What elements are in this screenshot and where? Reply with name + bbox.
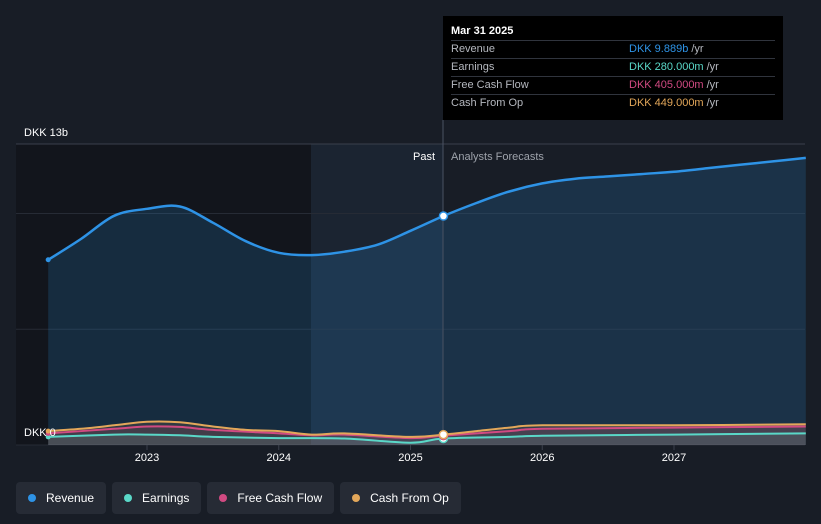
free-cash-flow-line <box>48 425 806 440</box>
x-tick-label: 2024 <box>267 452 291 464</box>
x-axis-ticks: 2023 2024 2025 2026 2027 <box>135 445 686 464</box>
cash-from-op-highlight-point[interactable] <box>438 429 449 440</box>
tooltip-unit: /yr <box>706 79 719 91</box>
x-tick-label: 2025 <box>398 452 422 464</box>
tooltip-unit: /yr <box>706 61 719 73</box>
cash-from-op-start-point <box>45 428 51 434</box>
y-axis-bottom-label: DKK 0 <box>24 427 56 439</box>
past-shade-region <box>16 144 311 445</box>
tooltip-value: DKK 9.889b <box>629 43 689 55</box>
legend-label: Earnings <box>142 491 190 505</box>
free-cash-flow-dot-icon <box>219 494 228 502</box>
x-tick-label: 2026 <box>530 452 554 464</box>
x-tick-label: 2027 <box>662 452 686 464</box>
cash-from-op-line <box>48 420 806 438</box>
tooltip: Mar 31 2025 Revenue DKK 9.889b /yr Earni… <box>443 16 783 120</box>
earnings-area-fill <box>48 433 806 445</box>
tooltip-value: DKK 405.000m <box>629 79 704 91</box>
legend-item-earnings[interactable]: Earnings <box>112 482 202 514</box>
tooltip-value: DKK 449.000m <box>629 97 704 109</box>
y-axis-top-label: DKK 13b <box>24 127 68 139</box>
free-cash-flow-area-fill <box>48 426 806 445</box>
tooltip-row-cash-from-op: Cash From Op DKK 449.000m /yr <box>451 94 775 112</box>
series-lines <box>47 156 806 444</box>
tooltip-label: Earnings <box>451 61 495 73</box>
x-tick-label: 2023 <box>135 452 159 464</box>
tooltip-date: Mar 31 2025 <box>451 25 514 37</box>
revenue-line <box>47 156 806 261</box>
forecast-label: Analysts Forecasts <box>451 151 544 163</box>
tooltip-unit: /yr <box>706 97 719 109</box>
cash-from-op-dot-icon <box>352 494 361 502</box>
legend-item-cash-from-op[interactable]: Cash From Op <box>340 482 461 514</box>
legend-label: Cash From Op <box>370 491 449 505</box>
revenue-highlight-point[interactable] <box>438 211 449 221</box>
tooltip-label: Free Cash Flow <box>451 79 529 91</box>
tooltip-label: Cash From Op <box>451 97 524 109</box>
legend: Revenue Earnings Free Cash Flow Cash Fro… <box>16 482 461 514</box>
legend-item-revenue[interactable]: Revenue <box>16 482 107 514</box>
revenue-area-fill <box>48 157 806 445</box>
legend-label: Free Cash Flow <box>237 491 323 505</box>
earnings-dot-icon <box>124 494 133 502</box>
highlight-markers <box>45 211 449 444</box>
tooltip-row-revenue: Revenue DKK 9.889b /yr <box>451 40 775 58</box>
tooltip-row-earnings: Earnings DKK 280.000m /yr <box>451 58 775 76</box>
tooltip-unit: /yr <box>691 43 704 55</box>
revenue-start-point <box>45 257 51 263</box>
tooltip-label: Revenue <box>451 43 496 55</box>
past-label: Past <box>413 151 435 163</box>
legend-label: Revenue <box>46 491 95 505</box>
tooltip-value: DKK 280.000m <box>629 61 704 73</box>
legend-item-free-cash-flow[interactable]: Free Cash Flow <box>207 482 335 514</box>
revenue-dot-icon <box>28 494 36 502</box>
earnings-line <box>48 432 806 444</box>
tooltip-row-free-cash-flow: Free Cash Flow DKK 405.000m /yr <box>451 76 775 94</box>
past-recent-region <box>311 144 443 445</box>
earnings-start-point <box>45 434 51 440</box>
